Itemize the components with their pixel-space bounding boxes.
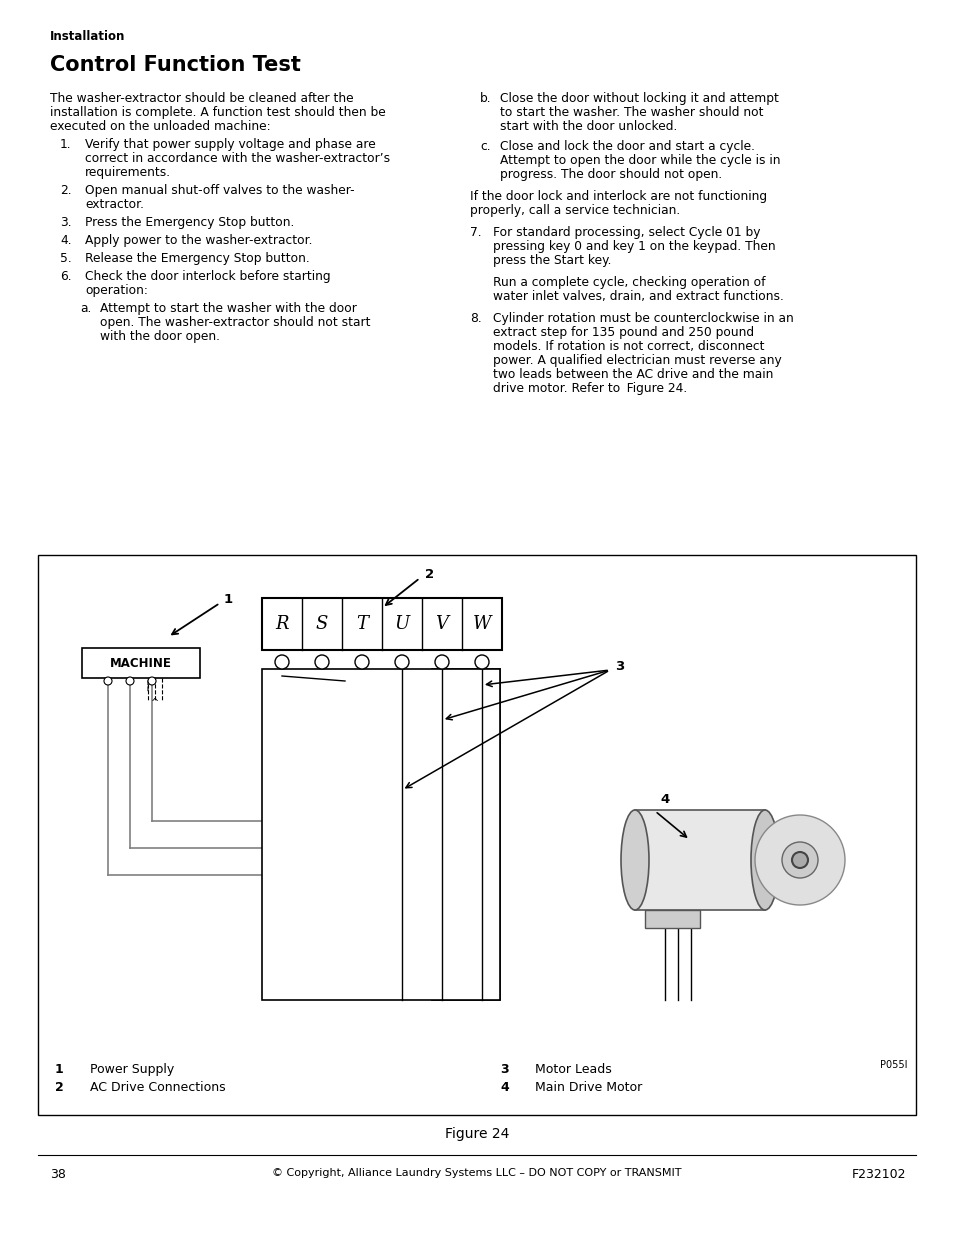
- Text: For standard processing, select Cycle 01 by: For standard processing, select Cycle 01…: [493, 226, 760, 240]
- Circle shape: [355, 655, 369, 669]
- Circle shape: [791, 852, 807, 868]
- Text: Control Function Test: Control Function Test: [50, 56, 300, 75]
- Text: Apply power to the washer-extractor.: Apply power to the washer-extractor.: [85, 233, 313, 247]
- Ellipse shape: [750, 810, 779, 910]
- Bar: [262, 669, 499, 1000]
- Circle shape: [475, 655, 489, 669]
- Text: Run a complete cycle, checking operation of: Run a complete cycle, checking operation…: [493, 275, 764, 289]
- Bar: [262, 598, 501, 650]
- Bar: [432, 669, 499, 1000]
- Text: 3: 3: [615, 659, 623, 673]
- Text: Power Supply: Power Supply: [90, 1063, 174, 1076]
- Text: Open manual shut-off valves to the washer-: Open manual shut-off valves to the washe…: [85, 184, 355, 198]
- Text: 3: 3: [499, 1063, 508, 1076]
- Text: 2.: 2.: [60, 184, 71, 198]
- Text: operation:: operation:: [85, 284, 148, 296]
- Circle shape: [781, 842, 817, 878]
- Text: 6.: 6.: [60, 270, 71, 283]
- Text: V: V: [435, 615, 448, 634]
- Text: AC Drive Connections: AC Drive Connections: [90, 1081, 226, 1094]
- Text: The washer-extractor should be cleaned after the: The washer-extractor should be cleaned a…: [50, 91, 354, 105]
- Text: Release the Emergency Stop button.: Release the Emergency Stop button.: [85, 252, 310, 266]
- Text: installation is complete. A function test should then be: installation is complete. A function tes…: [50, 106, 385, 119]
- Bar: [38, 555, 915, 1115]
- Text: extractor.: extractor.: [85, 198, 144, 211]
- Text: 4: 4: [659, 793, 669, 806]
- Circle shape: [395, 655, 409, 669]
- Text: S: S: [315, 615, 328, 634]
- Text: F232102: F232102: [851, 1168, 905, 1181]
- Text: power. A qualified electrician must reverse any: power. A qualified electrician must reve…: [493, 354, 781, 367]
- Bar: [644, 910, 700, 927]
- Text: 3.: 3.: [60, 216, 71, 228]
- Text: 7.: 7.: [470, 226, 481, 240]
- Text: Check the door interlock before starting: Check the door interlock before starting: [85, 270, 331, 283]
- Text: U: U: [394, 615, 409, 634]
- Text: Attempt to open the door while the cycle is in: Attempt to open the door while the cycle…: [499, 154, 780, 167]
- Text: two leads between the AC drive and the main: two leads between the AC drive and the m…: [493, 368, 773, 382]
- Text: Figure 24: Figure 24: [444, 1128, 509, 1141]
- Text: 2: 2: [425, 568, 435, 580]
- Text: 1: 1: [55, 1063, 64, 1076]
- Text: a.: a.: [80, 303, 91, 315]
- Text: MACHINE: MACHINE: [110, 657, 172, 669]
- Text: progress. The door should not open.: progress. The door should not open.: [499, 168, 721, 182]
- Circle shape: [148, 677, 156, 685]
- Text: b.: b.: [479, 91, 491, 105]
- Text: Press the Emergency Stop button.: Press the Emergency Stop button.: [85, 216, 294, 228]
- Circle shape: [104, 677, 112, 685]
- Text: models. If rotation is not correct, disconnect: models. If rotation is not correct, disc…: [493, 340, 763, 353]
- Text: 5.: 5.: [60, 252, 71, 266]
- Text: Cylinder rotation must be counterclockwise in an: Cylinder rotation must be counterclockwi…: [493, 312, 793, 325]
- Bar: [635, 810, 764, 910]
- Text: 2: 2: [55, 1081, 64, 1094]
- Text: Main Drive Motor: Main Drive Motor: [535, 1081, 641, 1094]
- Text: c.: c.: [479, 140, 490, 153]
- Text: Installation: Installation: [50, 30, 125, 43]
- Bar: [82, 648, 200, 678]
- Text: T: T: [355, 615, 368, 634]
- Text: extract step for 135 pound and 250 pound: extract step for 135 pound and 250 pound: [493, 326, 753, 338]
- Text: press the Start key.: press the Start key.: [493, 254, 611, 267]
- Text: Close the door without locking it and attempt: Close the door without locking it and at…: [499, 91, 778, 105]
- Text: P055I: P055I: [880, 1060, 907, 1070]
- Circle shape: [435, 655, 449, 669]
- Text: open. The washer-extractor should not start: open. The washer-extractor should not st…: [100, 316, 370, 329]
- Text: properly, call a service technician.: properly, call a service technician.: [470, 204, 679, 217]
- Text: requirements.: requirements.: [85, 165, 171, 179]
- Text: ^: ^: [151, 698, 159, 708]
- Text: water inlet valves, drain, and extract functions.: water inlet valves, drain, and extract f…: [493, 290, 783, 303]
- Text: Attempt to start the washer with the door: Attempt to start the washer with the doo…: [100, 303, 356, 315]
- Text: drive motor. Refer to  Figure 24.: drive motor. Refer to Figure 24.: [493, 382, 686, 395]
- Text: 1: 1: [223, 593, 233, 606]
- Circle shape: [126, 677, 133, 685]
- Text: with the door open.: with the door open.: [100, 330, 220, 343]
- Text: © Copyright, Alliance Laundry Systems LLC – DO NOT COPY or TRANSMIT: © Copyright, Alliance Laundry Systems LL…: [272, 1168, 681, 1178]
- Text: If the door lock and interlock are not functioning: If the door lock and interlock are not f…: [470, 190, 766, 203]
- Text: Verify that power supply voltage and phase are: Verify that power supply voltage and pha…: [85, 138, 375, 151]
- Text: 4: 4: [499, 1081, 508, 1094]
- Text: 4.: 4.: [60, 233, 71, 247]
- Circle shape: [754, 815, 844, 905]
- Circle shape: [314, 655, 329, 669]
- Text: Close and lock the door and start a cycle.: Close and lock the door and start a cycl…: [499, 140, 754, 153]
- Text: pressing key 0 and key 1 on the keypad. Then: pressing key 0 and key 1 on the keypad. …: [493, 240, 775, 253]
- Text: correct in accordance with the washer-extractor’s: correct in accordance with the washer-ex…: [85, 152, 390, 165]
- Text: to start the washer. The washer should not: to start the washer. The washer should n…: [499, 106, 762, 119]
- Circle shape: [274, 655, 289, 669]
- Text: W: W: [473, 615, 491, 634]
- Text: Motor Leads: Motor Leads: [535, 1063, 611, 1076]
- Ellipse shape: [620, 810, 648, 910]
- Text: start with the door unlocked.: start with the door unlocked.: [499, 120, 677, 133]
- Text: executed on the unloaded machine:: executed on the unloaded machine:: [50, 120, 271, 133]
- Text: 1.: 1.: [60, 138, 71, 151]
- Text: R: R: [275, 615, 289, 634]
- Text: 38: 38: [50, 1168, 66, 1181]
- Text: 8.: 8.: [470, 312, 481, 325]
